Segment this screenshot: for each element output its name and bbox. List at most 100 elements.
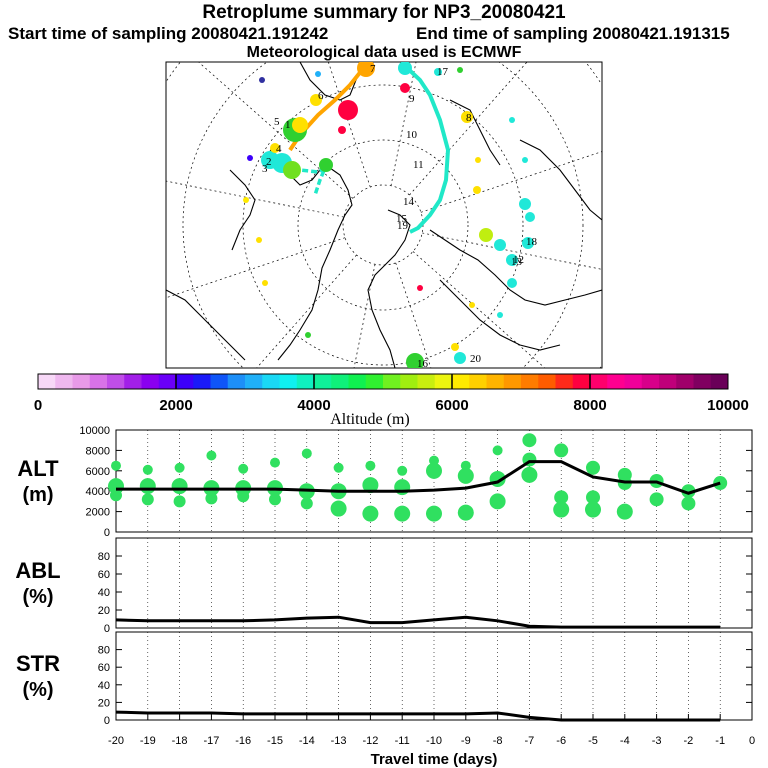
altitude-cluster-point	[457, 504, 474, 521]
colorbar-swatch	[72, 374, 91, 389]
trajectory-cluster-circle	[469, 302, 475, 308]
meridian-line	[166, 180, 344, 218]
trajectory-cluster-circle	[454, 352, 466, 364]
colorbar-tick-label: 6000	[435, 397, 468, 414]
coastline	[519, 139, 602, 221]
colorbar-swatch	[296, 374, 315, 389]
colorbar-swatch	[365, 374, 384, 389]
track-new	[403, 64, 451, 234]
y-tick-label: 60	[98, 569, 110, 581]
y-tick-label: 2000	[86, 507, 110, 519]
altitude-cluster-point	[238, 463, 249, 474]
colorbar-swatch	[469, 374, 487, 389]
colorbar-tick-label: 10000	[707, 397, 749, 414]
altitude-cluster-point	[522, 433, 537, 448]
meridian-line	[395, 262, 432, 368]
altitude-cluster-point	[269, 493, 281, 506]
panel-str: 0 20 40 60 80 STR (%)	[16, 631, 753, 727]
colorbar-swatch	[210, 374, 229, 389]
y-tick-label: 40	[98, 587, 110, 599]
x-tick-label: -12	[362, 735, 378, 747]
x-tick-label: -5	[588, 735, 598, 747]
altitude-cluster-point	[521, 466, 538, 483]
altitude-cluster-point	[586, 490, 600, 505]
series-line	[115, 615, 721, 629]
altitude-cluster-point	[429, 455, 439, 466]
trajectory-cluster-circle	[338, 100, 358, 120]
x-axis-label: Travel time (days)	[371, 751, 498, 768]
panel-label: ABL	[15, 558, 60, 583]
trajectory-cluster-circle	[475, 157, 481, 163]
colorbar-swatch	[141, 374, 160, 389]
track-day-label: 11	[413, 159, 424, 171]
altitude-cluster-point	[362, 505, 379, 522]
altitude-cluster-point	[489, 493, 506, 510]
y-tick-label: 60	[98, 662, 110, 674]
colorbar-swatch	[521, 374, 539, 389]
colorbar-swatch	[452, 374, 470, 389]
panel-unit-label: (%)	[22, 679, 53, 701]
x-tick-label: -11	[395, 735, 410, 747]
start-time-label: Start time of sampling 20080421.191242	[8, 24, 329, 43]
trajectory-cluster-circle	[509, 117, 515, 123]
track-day-label: 7	[370, 63, 376, 75]
trajectory-cluster-circle	[357, 62, 375, 77]
coastline	[229, 169, 256, 251]
y-tick-label: 8000	[86, 445, 110, 457]
altitude-cluster-point	[426, 505, 442, 522]
altitude-cluster-point	[616, 503, 633, 520]
panel-unit-label: (%)	[22, 586, 53, 608]
colorbar-swatch	[659, 374, 677, 389]
altitude-cluster-point	[681, 496, 696, 511]
chart-title: Retroplume summary for NP3_20080421	[202, 2, 566, 23]
altitude-cluster-point	[141, 493, 154, 506]
x-tick-label: -8	[493, 735, 503, 747]
colorbar-tick-label: 0	[34, 397, 42, 414]
colorbar-swatch	[624, 374, 643, 389]
colorbar-swatch	[590, 374, 608, 389]
y-tick-label: 20	[98, 605, 110, 617]
track-day-label: 19	[397, 220, 409, 232]
altitude-cluster-point	[237, 490, 250, 503]
track-day-label: 16	[417, 358, 429, 370]
trajectory-cluster-circle	[522, 157, 528, 163]
x-tick-label: -20	[108, 735, 124, 747]
altitude-cluster-point	[394, 505, 411, 522]
colorbar-swatch	[676, 374, 694, 389]
altitude-cluster-point	[362, 477, 379, 494]
colorbar-swatch	[107, 374, 125, 389]
altitude-cluster-point	[649, 492, 664, 507]
colorbar-tick-label: 2000	[159, 397, 192, 414]
track-day-label: 12	[513, 254, 524, 266]
track-day-label: 14	[403, 196, 415, 208]
colorbar-swatch	[262, 374, 280, 389]
altitude-cluster-point	[171, 478, 188, 495]
colorbar-swatch	[434, 374, 453, 389]
trajectory-cluster-circle	[400, 83, 410, 93]
altitude-cluster-point	[174, 462, 185, 473]
trajectory-cluster-circle	[494, 239, 506, 251]
coastline	[429, 229, 602, 306]
track-day-label: 2	[266, 156, 272, 168]
x-tick-label: -19	[140, 735, 156, 747]
series-line	[116, 460, 721, 495]
track-day-label: 13	[511, 256, 523, 268]
x-tick-label: 0	[749, 735, 755, 747]
coastline	[449, 99, 501, 166]
coastline	[166, 289, 246, 361]
colorbar-swatch	[693, 374, 712, 389]
map-frame	[165, 61, 603, 369]
colorbar-swatch	[245, 374, 263, 389]
altitude-cluster-point	[586, 460, 600, 475]
trajectory-cluster-circle	[451, 343, 459, 351]
trajectory-cluster-circle	[305, 332, 311, 338]
colorbar-frame	[37, 373, 729, 390]
colorbar: 0 2000 4000 6000 8000 10000	[34, 373, 749, 414]
x-tick-label: -2	[684, 735, 694, 747]
track-day-label: 1	[285, 119, 291, 131]
colorbar-swatch	[38, 374, 56, 389]
y-tick-label: 80	[98, 645, 110, 657]
x-tick-label: -1	[715, 735, 725, 747]
